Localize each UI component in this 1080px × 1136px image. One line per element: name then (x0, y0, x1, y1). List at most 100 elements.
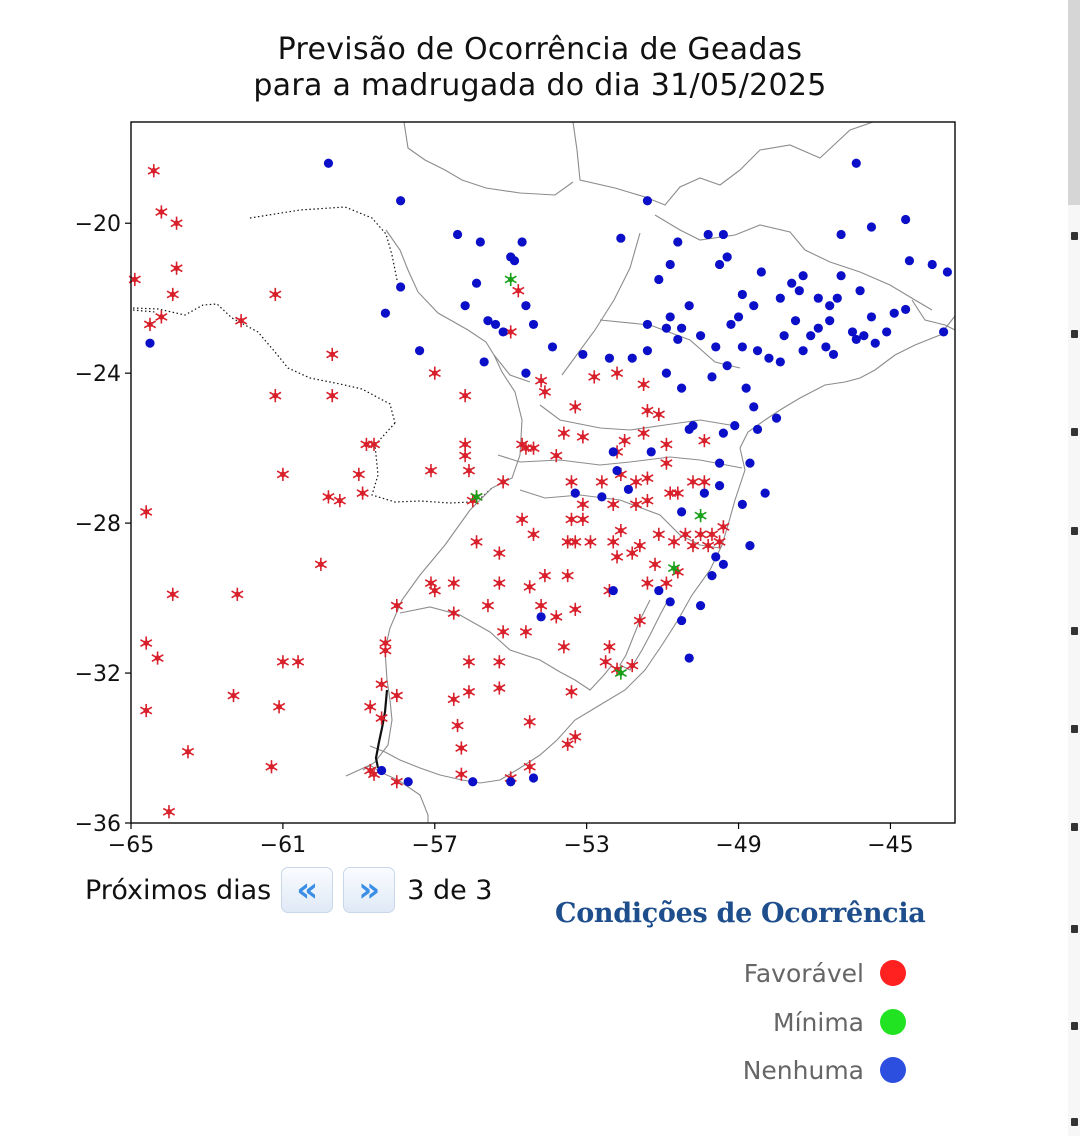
snowflake-core (652, 561, 658, 568)
station-dot-nenhuma (707, 570, 717, 581)
snowflake-arm (523, 582, 536, 591)
station-dot-nenhuma (851, 158, 861, 168)
double-chevron-left-icon: « (296, 870, 319, 910)
station-dot-nenhuma (506, 777, 516, 787)
snowflake-core (462, 452, 468, 459)
snowflake-arm (614, 669, 627, 678)
station-dot-nenhuma (623, 484, 634, 494)
sp-west-border (561, 232, 641, 376)
station-dot-nenhuma (794, 286, 804, 296)
snowflake-arm (151, 654, 164, 663)
atlantic-coastline (461, 315, 956, 784)
station-snowflake-favoravel (170, 261, 183, 275)
previous-days-button[interactable]: « (281, 867, 334, 913)
snowflake-arm (561, 537, 574, 546)
station-dot-nenhuma (790, 316, 801, 326)
scrollbar-thumb[interactable] (1068, 0, 1080, 205)
station-dot-nenhuma (722, 252, 732, 262)
snowflake-arm (667, 564, 681, 573)
snowflake-arm (569, 605, 582, 614)
snowflake-core (602, 659, 609, 665)
station-snowflake-favoravel (326, 347, 339, 362)
snowflake-core (337, 497, 343, 504)
station-dot-nenhuma (859, 331, 869, 341)
snowflake-arm (356, 489, 369, 498)
snowflake-arm (390, 691, 403, 700)
ms-state-border (385, 229, 531, 383)
north-east-border (739, 121, 874, 171)
station-snowflake-favoravel (519, 625, 533, 639)
station-snowflake-favoravel (584, 535, 597, 549)
station-dot-nenhuma (733, 312, 744, 322)
next-days-button[interactable]: » (343, 867, 396, 913)
station-snowflake-favoravel (633, 613, 646, 628)
snowflake-core (280, 471, 286, 478)
snowflake-arm (565, 687, 578, 696)
station-dot-nenhuma (695, 331, 706, 341)
snowflake-core (272, 392, 279, 399)
station-snowflake-favoravel (671, 486, 684, 500)
station-snowflake-favoravel (641, 576, 654, 590)
snowflake-arm (576, 500, 589, 509)
snowflake-arm (447, 579, 460, 588)
snowflake-arm (265, 762, 278, 771)
snowflake-arm (648, 560, 662, 569)
snowflake-core (568, 516, 575, 523)
parana-west-border (491, 354, 523, 489)
station-snowflake-favoravel (166, 587, 179, 601)
edge-marker (1071, 330, 1078, 338)
station-snowflake-favoravel (269, 389, 282, 403)
station-snowflake-favoravel (534, 598, 548, 613)
snowflake-core (591, 374, 598, 380)
snowflake-core (568, 479, 575, 485)
station-snowflake-favoravel (455, 767, 468, 781)
station-dot-nenhuma (452, 229, 463, 240)
snowflake-core (450, 696, 457, 703)
station-dot-nenhuma (145, 338, 155, 348)
station-dot-nenhuma (479, 357, 489, 367)
legend-item-minima: Mínima (600, 1002, 906, 1042)
snowflake-core (614, 554, 620, 560)
y-axis-tick-label: −36 (75, 812, 121, 837)
legend-swatch-nenhuma (880, 1057, 906, 1083)
next-days-label: Próximos dias (85, 874, 272, 906)
snowflake-core (618, 670, 624, 676)
station-snowflake-favoravel (379, 643, 392, 658)
snowflake-core (173, 265, 180, 271)
station-dot-nenhuma (798, 271, 808, 281)
snowflake-arm (561, 740, 574, 749)
station-dot-nenhuma (642, 346, 653, 356)
station-snowflake-favoravel (557, 640, 571, 654)
station-dot-nenhuma (741, 383, 751, 393)
station-snowflake-favoravel (561, 568, 574, 583)
station-dot-nenhuma (787, 278, 797, 288)
station-snowflake-minima (470, 490, 483, 504)
page-scrollbar[interactable] (1068, 0, 1080, 1136)
station-snowflake-favoravel (227, 688, 240, 703)
uruguay-west-border (362, 679, 393, 771)
snowflake-arm (459, 391, 472, 400)
snowflake-core (526, 763, 533, 770)
station-dot-nenhuma (475, 237, 485, 247)
lagoa-dos-patos (619, 599, 669, 671)
snowflake-core (530, 531, 537, 538)
snowflake-core (690, 542, 696, 549)
snowflake-core (618, 527, 624, 534)
snowflake-arm (652, 410, 665, 419)
snowflake-core (667, 490, 674, 496)
station-dot-nenhuma (665, 312, 675, 322)
edge-marker (1071, 925, 1078, 933)
station-snowflake-favoravel (569, 400, 582, 414)
snowflake-core (640, 381, 647, 388)
station-dot-nenhuma (825, 301, 835, 311)
station-dot-nenhuma (749, 301, 759, 311)
station-snowflake-favoravel (633, 538, 646, 553)
snowflake-arm (557, 429, 571, 438)
station-snowflake-favoravel (519, 441, 533, 455)
snowflake-core (644, 580, 651, 586)
x-axis-tick-label: −61 (260, 833, 306, 858)
station-dot-nenhuma (684, 653, 694, 663)
double-chevron-right-icon: » (358, 870, 381, 910)
station-snowflake-favoravel (459, 389, 472, 403)
station-snowflake-favoravel (459, 449, 472, 463)
